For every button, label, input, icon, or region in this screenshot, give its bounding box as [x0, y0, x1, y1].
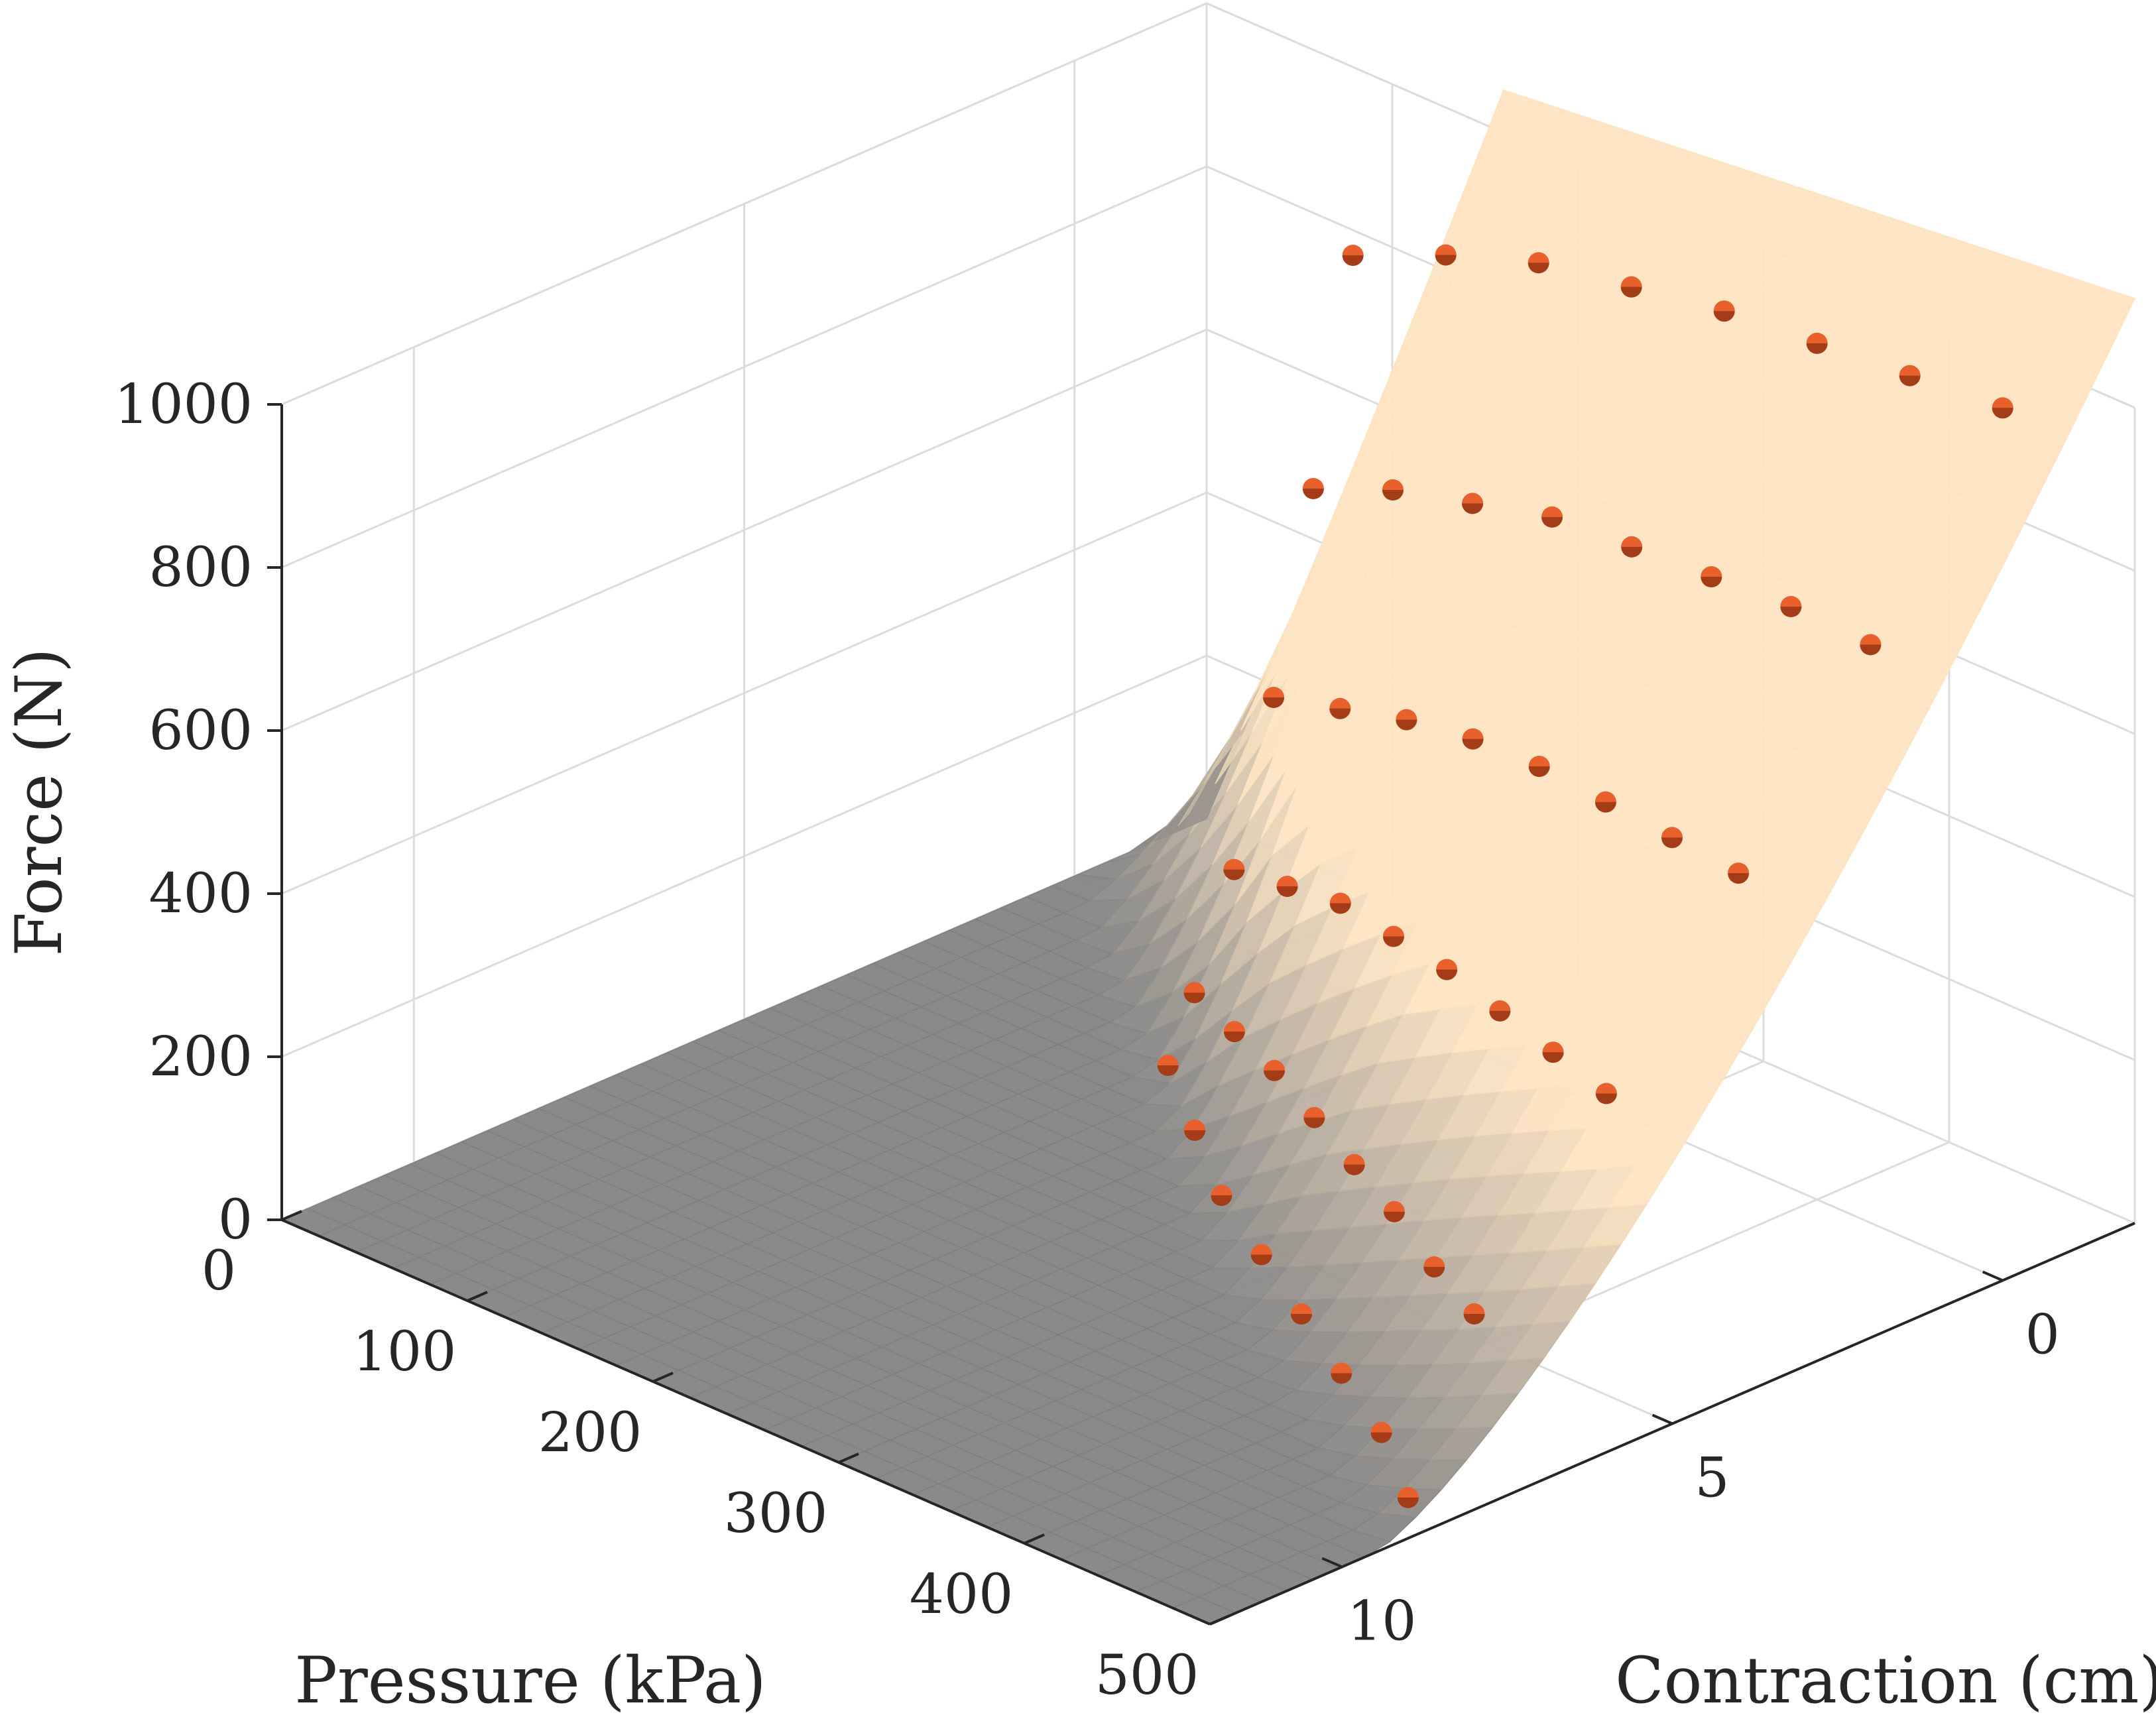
data-point-shade [1860, 644, 1882, 656]
data-point-shade [1329, 903, 1351, 914]
data-point-shade [1183, 992, 1205, 1004]
data-point-shade [1343, 1164, 1365, 1175]
data-point-shade [1436, 969, 1458, 980]
data-point-shade [1528, 766, 1550, 777]
data-point-shade [1184, 1130, 1206, 1141]
y-axis-label: Pressure (kPa) [294, 1643, 766, 1718]
x-axis-label: Contraction (cm) [1615, 1643, 2156, 1718]
data-point-shade [1621, 546, 1643, 558]
data-point-shade [1276, 886, 1298, 897]
y-tick-label: 500 [1095, 1644, 1199, 1707]
y-tick [467, 1291, 488, 1302]
z-tick-label: 1000 [114, 373, 253, 436]
data-point-shade [1331, 1373, 1352, 1384]
data-point-shade [1728, 873, 1750, 884]
x-tick-label: 5 [1695, 1447, 1729, 1510]
data-point-shade [1223, 869, 1245, 880]
data-point-shade [1489, 1010, 1511, 1022]
measurement-points [1157, 244, 2013, 1508]
data-point-shade [1264, 1070, 1286, 1081]
force-surface [280, 89, 2136, 1625]
data-point-shade [1620, 286, 1642, 298]
data-point-shade [1157, 1065, 1179, 1076]
z-tick-label: 400 [149, 862, 253, 925]
z-tick-label: 600 [149, 699, 253, 762]
z-axis-label: Force (N) [2, 648, 76, 956]
data-point-shade [1992, 408, 2013, 419]
data-point-shade [1342, 255, 1364, 267]
data-point-shade [1806, 343, 1828, 354]
data-point-shade [1396, 719, 1417, 731]
data-point-shade [1435, 255, 1457, 266]
data-point-shade [1595, 1093, 1617, 1104]
data-point-shade [1423, 1267, 1445, 1277]
data-point-shade [1291, 1314, 1312, 1325]
y-tick-label: 400 [910, 1563, 1014, 1626]
x-tick [1321, 1557, 1343, 1569]
data-point-shade [1899, 375, 1921, 386]
y-tick [838, 1453, 859, 1464]
data-point-shade [1527, 263, 1549, 274]
y-tick [1024, 1533, 1045, 1545]
data-point-shade [1211, 1195, 1232, 1207]
y-tick-label: 0 [202, 1240, 236, 1303]
data-point-shade [1223, 1032, 1245, 1043]
data-point-shade [1780, 607, 1802, 617]
data-point-shade [1463, 1313, 1485, 1325]
data-point-shade [1462, 503, 1484, 514]
data-point-shade [1263, 697, 1285, 708]
z-tick-label: 800 [149, 536, 253, 599]
data-point-shade [1701, 577, 1722, 587]
data-point-shade [1383, 936, 1404, 947]
data-point-shade [1370, 1432, 1392, 1443]
data-point-shade [1382, 490, 1404, 501]
data-point-shade [1594, 801, 1616, 813]
data-point-shade [1303, 1117, 1325, 1128]
data-point-shade [1661, 837, 1683, 849]
data-point-shade [1302, 489, 1324, 499]
y-tick [652, 1372, 674, 1383]
z-tick-label: 0 [218, 1189, 253, 1252]
data-point-shade [1397, 1497, 1419, 1508]
axes [267, 403, 2135, 1626]
y-axis-line [281, 1218, 1211, 1626]
data-point-shade [1384, 1211, 1405, 1222]
z-tick-label: 200 [149, 1026, 253, 1089]
tick-labels: 0 200 400 600 800 1000 0 100 200 300 400 500 0 5 10 [114, 373, 2059, 1707]
y-tick-label: 200 [538, 1401, 642, 1464]
x-tick-label: 0 [2025, 1303, 2060, 1366]
data-point-shade [1542, 1052, 1564, 1063]
surface-patch [2071, 285, 2136, 353]
y-tick-label: 300 [724, 1482, 828, 1545]
data-point-shade [1250, 1254, 1272, 1266]
y-tick-label: 100 [353, 1321, 457, 1384]
x-tick-label: 10 [1347, 1590, 1416, 1653]
x-tick [1651, 1413, 1673, 1425]
data-point-shade [1713, 311, 1735, 322]
data-point-shade [1462, 739, 1484, 750]
x-tick [1982, 1270, 2004, 1282]
y-tick [281, 1210, 302, 1221]
data-point-shade [1541, 516, 1563, 528]
y-tick [1209, 1614, 1230, 1626]
data-point-shade [1329, 708, 1351, 719]
